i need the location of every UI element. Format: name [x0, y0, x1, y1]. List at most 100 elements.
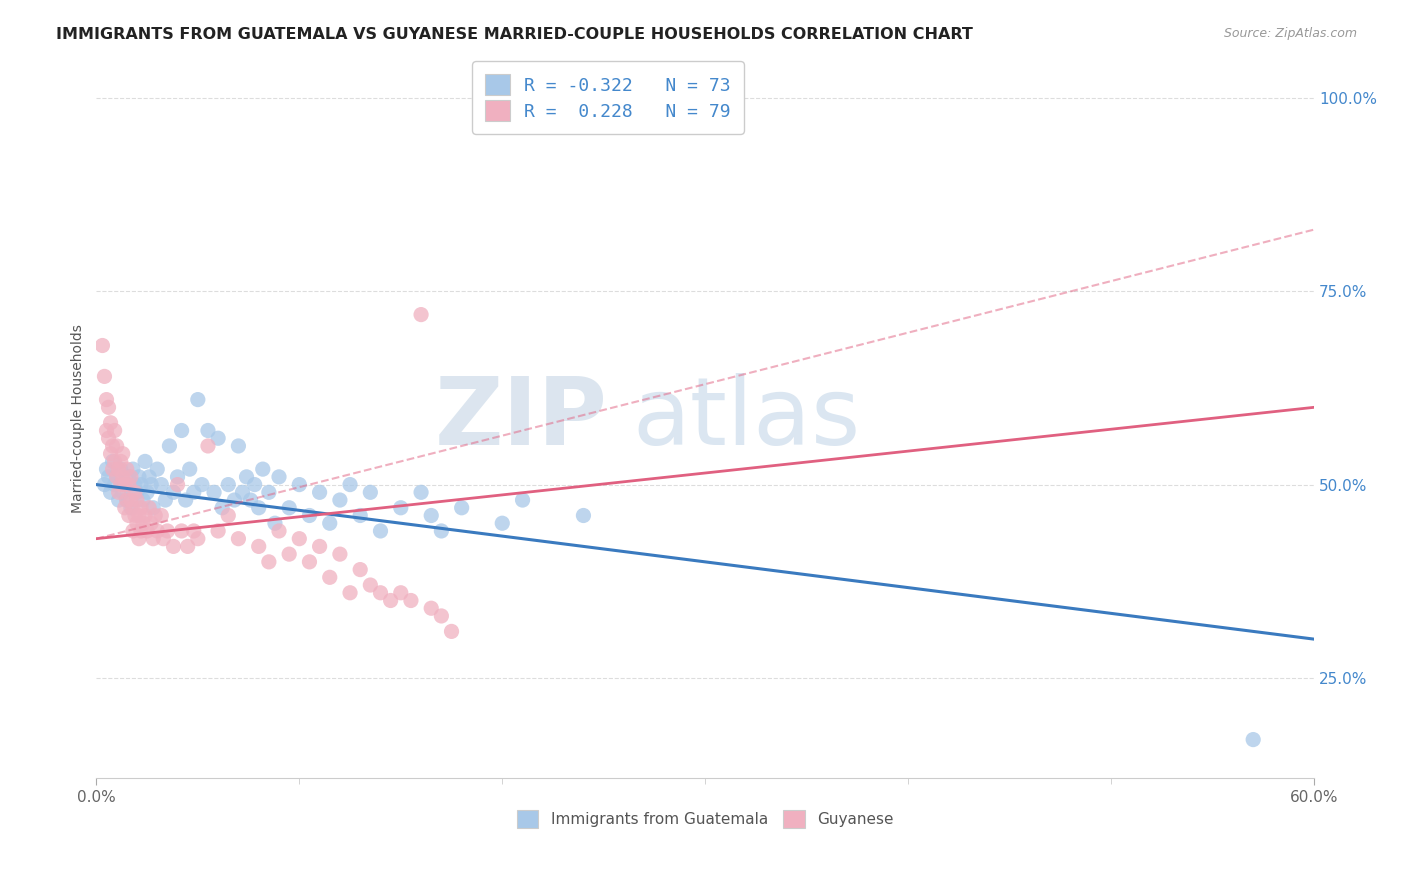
Point [187, 392, 209, 407]
Point [319, 516, 342, 531]
Point [243, 477, 266, 491]
Point [329, 547, 352, 561]
Point [162, 540, 184, 554]
Point [170, 424, 193, 438]
Point [155, 493, 177, 508]
Point [129, 500, 152, 515]
Point [138, 500, 160, 515]
Point [349, 508, 371, 523]
Point [120, 493, 142, 508]
Point [329, 493, 352, 508]
Point [100, 447, 122, 461]
Point [93, 369, 115, 384]
Point [136, 485, 159, 500]
Point [132, 493, 155, 508]
Text: IMMIGRANTS FROM GUATEMALA VS GUYANESE MARRIED-COUPLE HOUSEHOLDS CORRELATION CHAR: IMMIGRANTS FROM GUATEMALA VS GUYANESE MA… [56, 27, 973, 42]
Point [132, 516, 155, 531]
Point [118, 508, 141, 523]
Point [231, 485, 253, 500]
Point [100, 416, 122, 430]
Point [450, 500, 472, 515]
Point [104, 454, 127, 468]
Point [380, 593, 402, 607]
Point [107, 485, 129, 500]
Point [96, 392, 118, 407]
Point [107, 493, 129, 508]
Point [162, 485, 184, 500]
Point [430, 609, 453, 624]
Y-axis label: Married-couple Households: Married-couple Households [72, 325, 86, 514]
Point [110, 477, 132, 491]
Point [224, 493, 246, 508]
Point [141, 477, 163, 491]
Point [142, 500, 165, 515]
Point [125, 493, 148, 508]
Point [217, 477, 239, 491]
Point [370, 524, 392, 538]
Point [349, 563, 371, 577]
Point [359, 578, 381, 592]
Point [96, 462, 118, 476]
Point [389, 586, 412, 600]
Point [110, 454, 132, 468]
Point [430, 524, 453, 538]
Point [217, 508, 239, 523]
Point [97, 431, 120, 445]
Point [118, 477, 141, 491]
Point [114, 500, 136, 515]
Point [134, 454, 156, 468]
Point [93, 477, 115, 491]
Point [97, 401, 120, 415]
Point [120, 470, 142, 484]
Point [409, 308, 432, 322]
Point [288, 477, 311, 491]
Point [150, 508, 173, 523]
Point [183, 524, 205, 538]
Point [111, 470, 134, 484]
Point [420, 601, 443, 615]
Point [264, 516, 287, 531]
Point [122, 524, 145, 538]
Text: atlas: atlas [633, 373, 860, 465]
Point [191, 477, 214, 491]
Point [247, 500, 270, 515]
Point [166, 470, 188, 484]
Point [179, 462, 201, 476]
Point [399, 593, 422, 607]
Point [101, 462, 124, 476]
Point [512, 493, 534, 508]
Point [176, 540, 198, 554]
Point [150, 477, 173, 491]
Point [491, 516, 513, 531]
Point [170, 524, 193, 538]
Point [107, 462, 129, 476]
Point [228, 439, 250, 453]
Point [235, 470, 257, 484]
Point [120, 500, 142, 515]
Point [319, 570, 342, 584]
Point [136, 524, 159, 538]
Point [207, 524, 229, 538]
Point [572, 508, 595, 523]
Point [211, 500, 233, 515]
Point [267, 524, 290, 538]
Point [146, 524, 169, 538]
Point [141, 516, 163, 531]
Point [125, 485, 148, 500]
Point [101, 439, 124, 453]
Point [207, 431, 229, 445]
Point [257, 555, 280, 569]
Point [157, 439, 180, 453]
Point [105, 470, 128, 484]
Point [257, 485, 280, 500]
Point [247, 540, 270, 554]
Point [118, 470, 141, 484]
Point [124, 477, 146, 491]
Point [370, 586, 392, 600]
Point [105, 439, 128, 453]
Point [91, 338, 114, 352]
Point [183, 485, 205, 500]
Point [409, 485, 432, 500]
Point [125, 516, 148, 531]
Legend: Immigrants from Guatemala, Guyanese: Immigrants from Guatemala, Guyanese [509, 802, 901, 835]
